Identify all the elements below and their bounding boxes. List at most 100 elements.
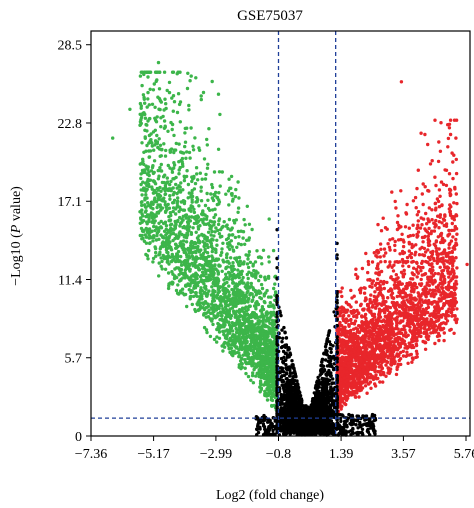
down-gene-point: [182, 235, 187, 239]
up-gene-point: [437, 226, 441, 230]
down-gene-point: [190, 302, 194, 307]
up-gene-point: [378, 255, 382, 259]
down-gene-point: [266, 383, 270, 387]
down-gene-point: [235, 245, 239, 249]
up-gene-point: [420, 273, 424, 277]
down-gene-point: [159, 219, 163, 224]
down-gene-point: [151, 88, 156, 92]
down-gene-point: [144, 214, 148, 219]
up-gene-point: [388, 325, 393, 329]
down-gene-point: [199, 199, 204, 203]
down-gene-point: [176, 70, 180, 74]
down-gene-point: [266, 295, 271, 299]
up-gene-point: [386, 289, 391, 293]
down-gene-point: [189, 195, 193, 199]
down-gene-point: [223, 301, 228, 306]
down-gene-point: [160, 241, 165, 245]
down-gene-point: [246, 257, 250, 261]
down-gene-point: [267, 331, 271, 336]
up-gene-point: [349, 288, 353, 293]
up-gene-point: [452, 284, 457, 288]
down-gene-point: [196, 308, 201, 312]
down-gene-point: [146, 75, 150, 79]
up-gene-point: [393, 260, 397, 264]
down-gene-point: [178, 120, 182, 124]
down-gene-point: [243, 350, 247, 354]
up-gene-point: [375, 358, 379, 362]
down-gene-point: [166, 236, 170, 240]
up-gene-point: [448, 241, 452, 246]
down-gene-point: [111, 136, 115, 140]
down-gene-point: [210, 229, 214, 234]
down-gene-point: [252, 323, 256, 327]
down-gene-point: [230, 193, 234, 197]
down-gene-point: [251, 381, 256, 385]
down-gene-point: [183, 144, 187, 149]
down-gene-point: [145, 220, 149, 224]
down-gene-point: [244, 335, 248, 339]
down-gene-point: [266, 386, 270, 390]
down-gene-point: [236, 301, 240, 306]
up-gene-point: [433, 201, 437, 206]
down-gene-point: [240, 356, 244, 361]
up-gene-point: [391, 352, 395, 357]
down-gene-point: [142, 95, 146, 100]
down-gene-point: [184, 174, 189, 179]
down-gene-point: [266, 356, 270, 360]
down-gene-point: [174, 141, 178, 146]
down-gene-point: [138, 233, 142, 238]
down-gene-point: [151, 260, 155, 264]
down-gene-point: [272, 322, 276, 326]
up-gene-point: [437, 220, 441, 224]
down-gene-point: [166, 259, 170, 263]
up-gene-point: [415, 352, 419, 356]
down-gene-point: [148, 87, 152, 92]
down-gene-point: [200, 232, 204, 237]
down-gene-point: [187, 283, 191, 287]
down-gene-point: [181, 199, 186, 203]
down-gene-point: [193, 309, 198, 314]
up-gene-point: [414, 297, 418, 302]
up-gene-point: [433, 118, 437, 122]
down-gene-point: [254, 293, 258, 297]
down-gene-point: [176, 249, 181, 254]
down-gene-point: [191, 226, 195, 230]
up-gene-point: [340, 286, 344, 290]
down-gene-point: [209, 241, 213, 246]
down-gene-point: [175, 235, 179, 239]
down-gene-point: [211, 322, 215, 327]
down-gene-point: [207, 276, 211, 280]
down-gene-point: [140, 193, 144, 197]
up-gene-point: [446, 145, 450, 149]
down-gene-point: [199, 94, 203, 98]
down-gene-point: [143, 135, 147, 139]
up-gene-point: [382, 337, 386, 341]
down-gene-point: [242, 281, 246, 285]
down-gene-point: [183, 131, 187, 135]
down-gene-point: [142, 187, 147, 191]
down-gene-point: [147, 117, 151, 121]
down-gene-point: [172, 177, 176, 181]
down-gene-point: [181, 243, 186, 247]
down-gene-point: [232, 323, 236, 327]
down-gene-point: [163, 173, 167, 177]
up-gene-point: [391, 348, 395, 353]
down-gene-point: [198, 304, 203, 308]
up-gene-point: [443, 213, 447, 217]
up-gene-point: [411, 233, 415, 237]
down-gene-point: [245, 238, 249, 242]
down-gene-point: [227, 308, 231, 313]
up-gene-point: [424, 211, 428, 216]
down-gene-point: [160, 259, 164, 264]
up-gene-point: [386, 360, 390, 364]
down-gene-point: [245, 319, 249, 323]
down-gene-point: [159, 125, 163, 129]
down-gene-point: [150, 102, 155, 107]
up-gene-point: [404, 261, 408, 265]
up-gene-point: [430, 159, 434, 163]
down-gene-point: [213, 230, 217, 234]
up-gene-point: [368, 277, 372, 282]
down-gene-point: [141, 236, 145, 241]
up-gene-point: [419, 277, 423, 282]
up-gene-point: [438, 328, 443, 332]
